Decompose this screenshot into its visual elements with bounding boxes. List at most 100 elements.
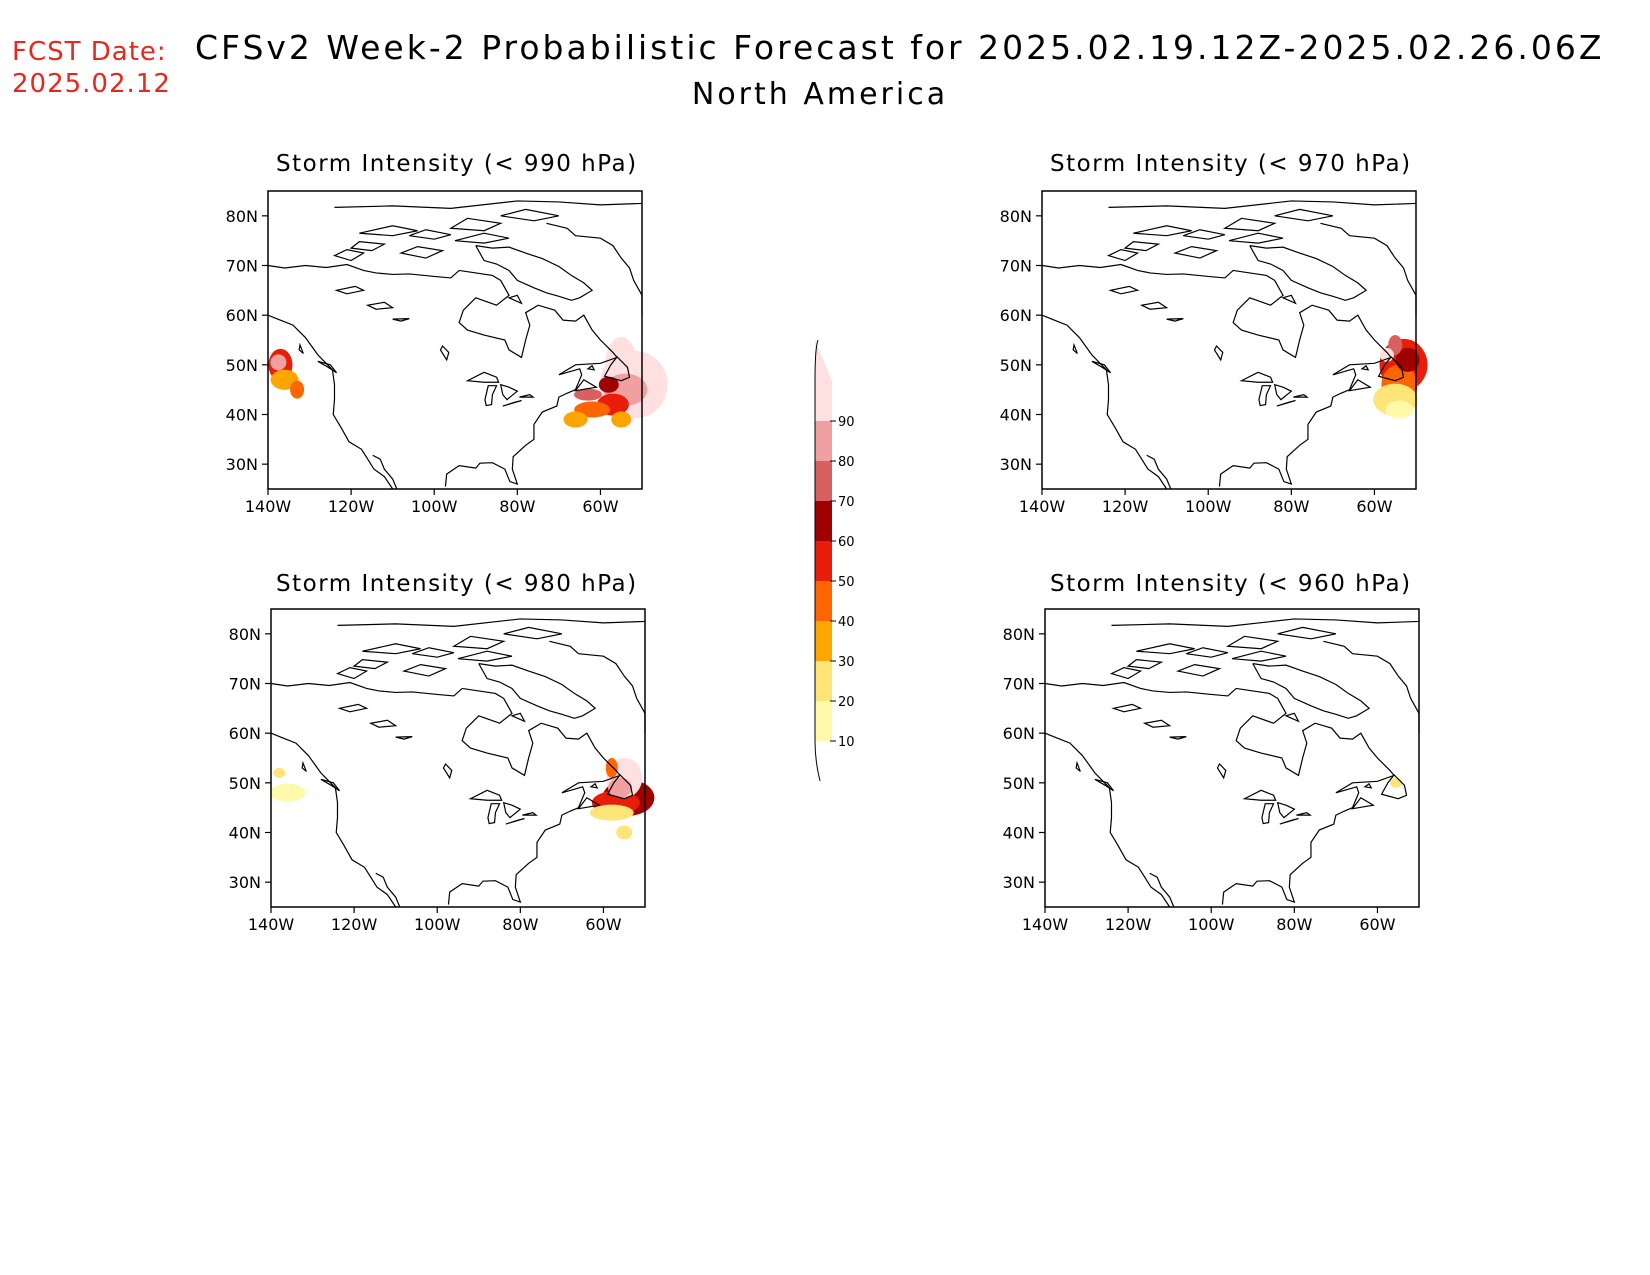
lon-tick-label: 100W [1185, 497, 1232, 516]
lat-tick-label: 30N [229, 873, 261, 892]
colorbar-label: 60 [838, 535, 855, 550]
forecast-date-value: 2025.02.12 [12, 69, 171, 99]
lat-tick-label: 40N [1000, 406, 1032, 425]
colorbar-label: 50 [838, 575, 855, 590]
colorbar: 10 20 30 40 50 60 70 80 90 [805, 338, 855, 782]
lat-tick-label: 80N [229, 625, 261, 644]
probability-shading [273, 767, 286, 778]
lat-tick-label: 50N [1000, 356, 1032, 375]
lon-tick-label: 60W [1356, 497, 1392, 516]
lat-tick-label: 40N [1003, 824, 1035, 843]
probability-shading [616, 825, 633, 840]
panel-title-980: Storm Intensity (< 980 hPa) [276, 571, 638, 597]
probability-shading [605, 757, 618, 778]
lon-tick-label: 100W [1188, 915, 1235, 934]
lon-tick-label: 140W [248, 915, 295, 934]
lat-tick-label: 70N [1000, 257, 1032, 276]
map-panel-980: 80N 70N 60N 50N 40N 30N 140W 120W 100W 80W 60W [221, 608, 655, 947]
lon-tick-label: 60W [1359, 915, 1395, 934]
lon-tick-label: 120W [1102, 497, 1149, 516]
lat-tick-label: 30N [1003, 873, 1035, 892]
colorbar-segment [815, 621, 832, 661]
forecast-date-label: FCST Date: [12, 37, 167, 67]
map-panel-960: 80N 70N 60N 50N 40N 30N 140W 120W 100W 80W 60W [995, 608, 1429, 947]
lon-tick-label: 60W [582, 497, 618, 516]
region-name: North America [691, 77, 949, 112]
lat-tick-label: 40N [229, 824, 261, 843]
lat-tick-label: 70N [226, 257, 258, 276]
colorbar-label: 10 [838, 735, 855, 750]
colorbar-segment [815, 541, 832, 581]
lat-tick-label: 60N [226, 306, 258, 325]
colorbar-segment [815, 461, 832, 501]
coastlines [267, 200, 643, 490]
probability-shading [290, 380, 305, 399]
coastlines [1044, 618, 1420, 908]
lat-tick-label: 80N [226, 207, 258, 226]
probability-shading [1379, 347, 1394, 362]
probability-shading [611, 411, 632, 428]
probability-shading [1390, 777, 1403, 788]
lat-tick-label: 60N [229, 724, 261, 743]
coastlines [1041, 200, 1417, 490]
lat-tick-label: 60N [1000, 306, 1032, 325]
lat-tick-label: 30N [1000, 455, 1032, 474]
probability-shading [589, 804, 634, 821]
lon-tick-label: 60W [585, 915, 621, 934]
lon-tick-label: 140W [1019, 497, 1066, 516]
colorbar-label: 80 [838, 455, 855, 470]
colorbar-label: 40 [838, 615, 855, 630]
lon-tick-label: 120W [328, 497, 375, 516]
map-frame [267, 190, 643, 490]
lat-tick-label: 40N [226, 406, 258, 425]
page-subtitle: North America [0, 77, 1650, 112]
colorbar-segment [815, 421, 832, 461]
page-title: CFSv2 Week-2 Probabilistic Forecast for … [195, 28, 1605, 67]
lat-tick-label: 60N [1003, 724, 1035, 743]
colorbar-segment [815, 701, 832, 741]
lat-tick-label: 50N [226, 356, 258, 375]
colorbar-segment [815, 581, 832, 621]
lat-tick-label: 30N [226, 455, 258, 474]
lat-tick-label: 80N [1003, 625, 1035, 644]
probability-shading [269, 783, 306, 802]
coastlines [270, 618, 646, 908]
lon-tick-label: 80W [499, 497, 535, 516]
panel-title-990: Storm Intensity (< 990 hPa) [276, 151, 638, 177]
lon-tick-label: 100W [414, 915, 461, 934]
lat-tick-label: 80N [1000, 207, 1032, 226]
map-frame [270, 608, 646, 908]
colorbar-label: 30 [838, 655, 855, 670]
colorbar-label: 90 [838, 415, 855, 430]
forecast-date-block: FCST Date: 2025.02.12 [12, 36, 171, 100]
colorbar-label: 70 [838, 495, 855, 510]
lat-tick-label: 70N [229, 675, 261, 694]
colorbar-segment [815, 501, 832, 541]
colorbar-segment [815, 661, 832, 701]
colorbar-label: 20 [838, 695, 855, 710]
probability-shading [270, 354, 287, 371]
probability-shading [1395, 347, 1420, 372]
lon-tick-label: 80W [1273, 497, 1309, 516]
colorbar-segment [815, 381, 832, 421]
colorbar-extension-top [815, 340, 832, 381]
probability-shading [563, 411, 588, 428]
lon-tick-label: 100W [411, 497, 458, 516]
lon-tick-label: 140W [245, 497, 292, 516]
lon-tick-label: 80W [502, 915, 538, 934]
lon-tick-label: 80W [1276, 915, 1312, 934]
lat-tick-label: 50N [1003, 774, 1035, 793]
map-frame [1041, 190, 1417, 490]
panel-title-960: Storm Intensity (< 960 hPa) [1050, 571, 1412, 597]
lon-tick-label: 120W [331, 915, 378, 934]
probability-shading [1385, 400, 1414, 419]
map-panel-990: 80N 70N 60N 50N 40N 30N 140W 120W 100W 80W 60W [218, 190, 668, 529]
probability-shading [598, 376, 619, 393]
probability-shading [573, 388, 602, 401]
panel-title-970: Storm Intensity (< 970 hPa) [1050, 151, 1412, 177]
map-frame [1044, 608, 1420, 908]
lat-tick-label: 50N [229, 774, 261, 793]
map-panel-970: 80N 70N 60N 50N 40N 30N 140W 120W 100W 80W 60W [992, 190, 1428, 529]
lon-tick-label: 120W [1105, 915, 1152, 934]
lon-tick-label: 140W [1022, 915, 1069, 934]
